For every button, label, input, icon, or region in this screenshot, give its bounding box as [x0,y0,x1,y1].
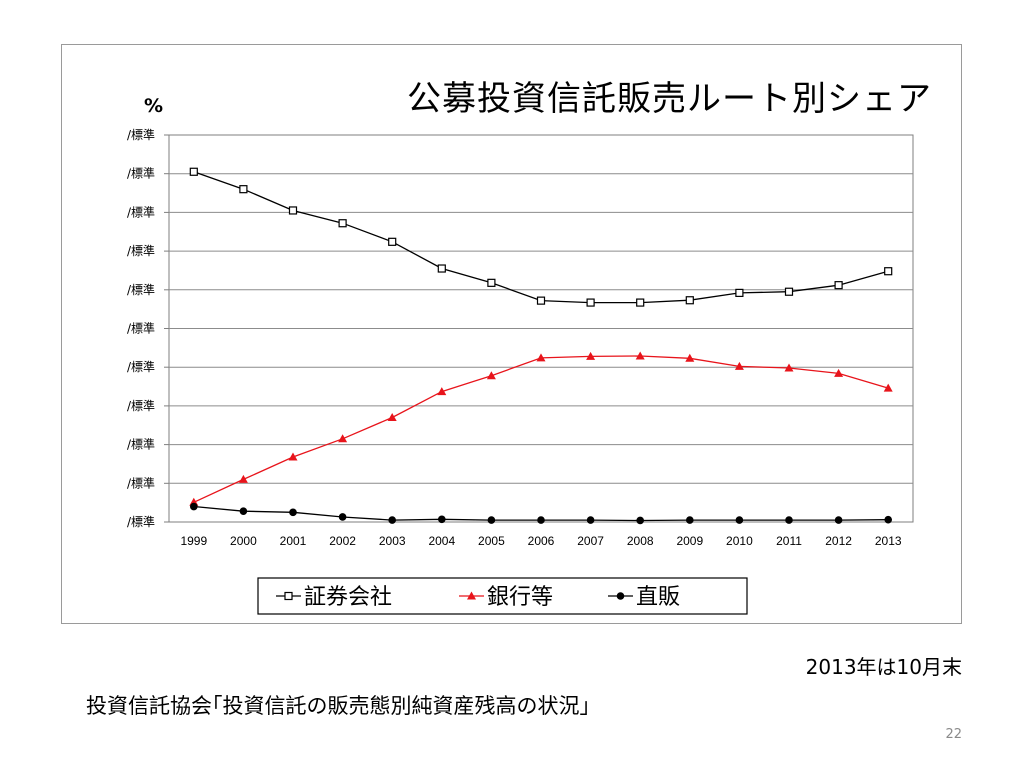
y-tick-label: /標準 [127,514,155,529]
data-point-series-1 [437,264,446,273]
y-tick-label: /標準 [127,166,155,181]
data-point-series-3 [487,516,496,524]
x-tick-label: 2007 [577,534,604,548]
data-point-series-1 [834,281,843,290]
y-tick-label: /標準 [127,243,155,258]
period-note: 2013年は10月末 [805,655,962,679]
x-tick-label: 2002 [329,534,356,548]
data-point-series-1 [189,167,198,176]
data-point-series-3 [438,515,446,524]
data-point-series-3 [239,507,248,515]
x-tick-label: 2003 [379,534,406,548]
x-tick-label: 2010 [726,534,753,548]
y-tick-label: /標準 [127,475,155,490]
chart-frame: 公募投資信託販売ルート別シェア % /標準/標準/標準/標準/標準/標準/標準 /… [61,44,962,624]
y-tick-label: /標準 [127,398,155,413]
y-axis-unit-label: % [144,95,164,117]
x-tick-label: 2000 [230,534,257,548]
data-point-series-1 [784,287,794,296]
data-point-series-3 [190,502,198,511]
data-point-series-1 [884,267,893,276]
data-point-series-1 [338,219,347,228]
data-point-series-2 [238,474,248,483]
data-point-series-3 [338,513,347,521]
y-tick-label: /標準 [127,282,155,297]
x-tick-label: 2001 [280,534,307,548]
data-point-series-2 [437,387,447,396]
data-point-series-1 [636,298,645,307]
x-tick-label: 2009 [676,534,703,548]
data-point-series-1 [239,185,248,194]
data-point-series-2 [536,353,546,362]
data-point-series-3 [884,515,892,524]
data-point-series-1 [388,237,397,246]
legend-swatch-marker [616,592,625,600]
data-point-series-3 [636,516,644,525]
legend-label-2: 銀行等 [487,585,553,610]
legend-box [257,577,748,615]
data-point-series-1 [536,296,546,305]
x-tick-label: 2005 [478,534,505,548]
x-tick-label: 2012 [825,534,852,548]
data-point-series-2 [338,434,348,443]
data-point-series-3 [388,516,397,524]
x-tick-label: 2008 [627,534,654,548]
legend-swatch-marker [284,591,293,601]
data-point-series-3 [686,516,694,524]
line-chart: /標準/標準/標準/標準/標準/標準/標準/標準/標準/標準/標準 1999 200… [127,127,914,615]
y-tick-label: /標準 [127,321,155,336]
data-point-series-3 [785,516,793,524]
x-tick-label: 2004 [428,534,455,548]
x-tick-label: 2006 [528,534,555,548]
y-tick-label: /標準 [127,437,155,452]
x-tick-label: 1999 [180,534,207,548]
data-point-series-1 [487,278,496,287]
x-tick-label: 2011 [776,534,802,548]
data-point-series-2 [834,368,844,377]
data-point-series-2 [734,361,744,370]
data-point-series-2 [586,351,596,360]
legend-swatch-marker [467,591,476,600]
source-citation: 投資信託協会｢投資信託の販売態別純資産残高の状況｣ [86,694,590,718]
y-tick-label: /標準 [127,204,155,219]
data-point-series-3 [289,508,297,517]
page-number: 22 [945,727,962,742]
data-point-series-1 [685,296,694,305]
legend-label-3: 直販 [636,585,680,610]
data-point-series-1 [288,206,298,215]
legend-label-1: 証券会社 [304,585,392,610]
data-point-series-2 [486,371,496,380]
data-point-series-2 [685,353,695,362]
chart-title: 公募投資信託販売ルート別シェア [407,79,932,119]
data-point-series-2 [288,452,298,461]
data-point-series-2 [883,383,893,392]
data-point-series-3 [586,516,595,524]
data-point-series-3 [537,516,545,524]
data-point-series-2 [635,351,645,360]
data-point-series-1 [586,298,595,307]
y-tick-label: /標準 [127,127,155,142]
data-point-series-1 [735,288,744,297]
data-point-series-3 [735,516,744,524]
data-point-series-2 [387,413,397,422]
x-tick-label: 2013 [875,534,902,548]
data-point-series-3 [834,516,843,524]
y-tick-label: /標準 [127,359,155,374]
data-point-series-2 [784,363,794,372]
